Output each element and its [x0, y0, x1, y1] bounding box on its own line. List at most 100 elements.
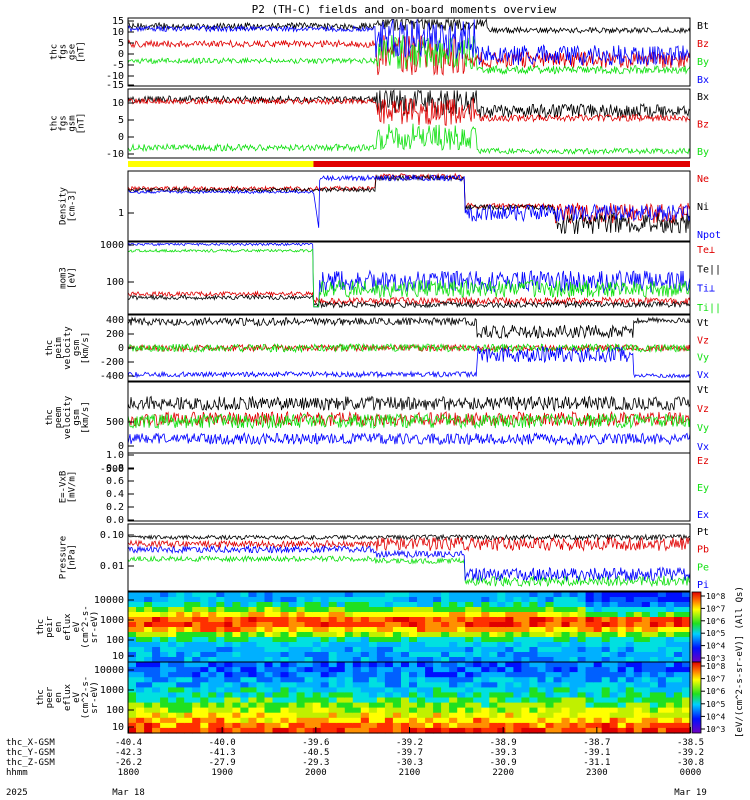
spectrogram-cell: [441, 687, 450, 694]
spectrogram-cell: [176, 617, 185, 623]
spectrogram-cell: [328, 707, 338, 714]
spectrogram-cell: [425, 687, 434, 694]
spectrogram-cell: [601, 697, 611, 704]
spectrogram-cell: [232, 612, 241, 618]
spectrogram-cell: [617, 627, 627, 633]
spectrogram-cell: [505, 672, 514, 678]
spectrogram-cell: [657, 657, 667, 663]
spectrogram-cell: [537, 662, 547, 668]
spectrogram-cell: [545, 622, 555, 628]
spectrogram-cell: [433, 627, 442, 633]
spectrogram-cell: [433, 682, 442, 688]
spectrogram-cell: [577, 622, 587, 628]
spectrogram-cell: [682, 702, 691, 709]
spectrogram-cell: [529, 597, 538, 603]
spectrogram-cell: [593, 692, 603, 699]
spectrogram-cell: [392, 707, 402, 714]
spectrogram-cell: [617, 612, 627, 618]
spectrogram-cell: [392, 687, 402, 694]
y-axis-label: [nPa]: [68, 544, 78, 571]
spectrogram-cell: [240, 647, 249, 653]
spectrogram-cell: [320, 707, 330, 714]
spectrogram-cell: [521, 622, 530, 628]
spectrogram-cell: [457, 677, 466, 683]
spectrogram-cell: [328, 652, 338, 658]
spectrogram-cell: [593, 652, 603, 658]
spectrogram-cell: [545, 652, 555, 658]
spectrogram-cell: [505, 657, 514, 663]
spectrogram-cell: [352, 677, 362, 683]
spectrogram-cell: [505, 697, 514, 704]
spectrogram-cell: [473, 697, 482, 704]
spectrogram-cell: [200, 662, 209, 668]
spectrogram-cell: [473, 622, 482, 628]
spectrogram-cell: [248, 667, 257, 673]
legend-entry-Bx: Bx: [697, 92, 709, 103]
spectrogram-cell: [409, 617, 418, 623]
spectrogram-cell: [457, 592, 466, 598]
spectrogram-cell: [392, 647, 402, 653]
spectrogram-cell: [280, 667, 290, 673]
spectrogram-cell: [344, 637, 354, 643]
spectrogram-cell: [128, 717, 137, 724]
spectrogram-cell: [224, 657, 233, 663]
spectrogram-cell: [641, 597, 651, 603]
spectrogram-cell: [601, 617, 611, 623]
y-axis-label: sr-eV): [90, 611, 100, 644]
spectrogram-cell: [417, 712, 426, 719]
spectrogram-cell: [401, 622, 410, 628]
spectrogram-cell: [288, 612, 298, 618]
spectrogram-cell: [682, 592, 691, 598]
spectrogram-cell: [561, 727, 571, 734]
spectrogram-cell: [577, 662, 587, 668]
spectrogram-cell: [497, 617, 506, 623]
spectrogram-cell: [192, 627, 201, 633]
spectrogram-cell: [625, 652, 635, 658]
spectrogram-cell: [384, 647, 394, 653]
spectrogram-cell: [176, 727, 185, 734]
colorbar-title: [eV/(cm^2-s-sr-eV)] (All Qs): [735, 586, 745, 738]
spectrogram-cell: [457, 657, 466, 663]
spectrogram-cell: [457, 682, 466, 688]
spectrogram-cell: [609, 727, 619, 734]
spectrogram-cell: [617, 642, 627, 648]
spectrogram-cell: [537, 682, 547, 688]
spectrogram-cell: [521, 717, 530, 724]
spectrogram-cell: [425, 692, 434, 699]
spectrogram-cell: [457, 632, 466, 638]
y-axis-label: gse: [68, 44, 78, 60]
spectrogram-cell: [336, 607, 346, 613]
spectrogram-cell: [633, 697, 643, 704]
y-tick-label: 200: [106, 329, 124, 340]
spectrogram-cell: [409, 707, 418, 714]
spectrogram-cell: [577, 612, 587, 618]
spectrogram-cell: [128, 627, 137, 633]
spectrogram-cell: [216, 717, 225, 724]
spectrogram-cell: [625, 727, 635, 734]
spectrogram-cell: [224, 597, 233, 603]
spectrogram-cell: [561, 647, 571, 653]
spectrogram-cell: [449, 657, 458, 663]
spectrogram-cell: [505, 637, 514, 643]
x-row-label: thc_Z-GSM: [6, 758, 55, 768]
spectrogram-cell: [489, 687, 498, 694]
spectrogram-cell: [264, 727, 274, 734]
spectrogram-cell: [641, 632, 651, 638]
spectrogram-cell: [521, 722, 530, 729]
spectrogram-cell: [368, 652, 378, 658]
spectrogram-cell: [641, 662, 651, 668]
spectrogram-cell: [665, 687, 675, 694]
series-density: [127, 172, 691, 235]
spectrogram-cell: [449, 702, 458, 709]
spectrogram-cell: [657, 652, 667, 658]
spectrogram-cell: [184, 702, 193, 709]
legend-entry-Vy: Vy: [697, 423, 709, 434]
spectrogram-cell: [682, 717, 691, 724]
y-axis-label: eflux: [63, 613, 73, 641]
spectrogram-cell: [232, 697, 241, 704]
spectrogram-cell: [320, 597, 330, 603]
spectrogram-cell: [160, 702, 169, 709]
spectrogram-cell: [457, 712, 466, 719]
spectrogram-cell: [296, 677, 306, 683]
